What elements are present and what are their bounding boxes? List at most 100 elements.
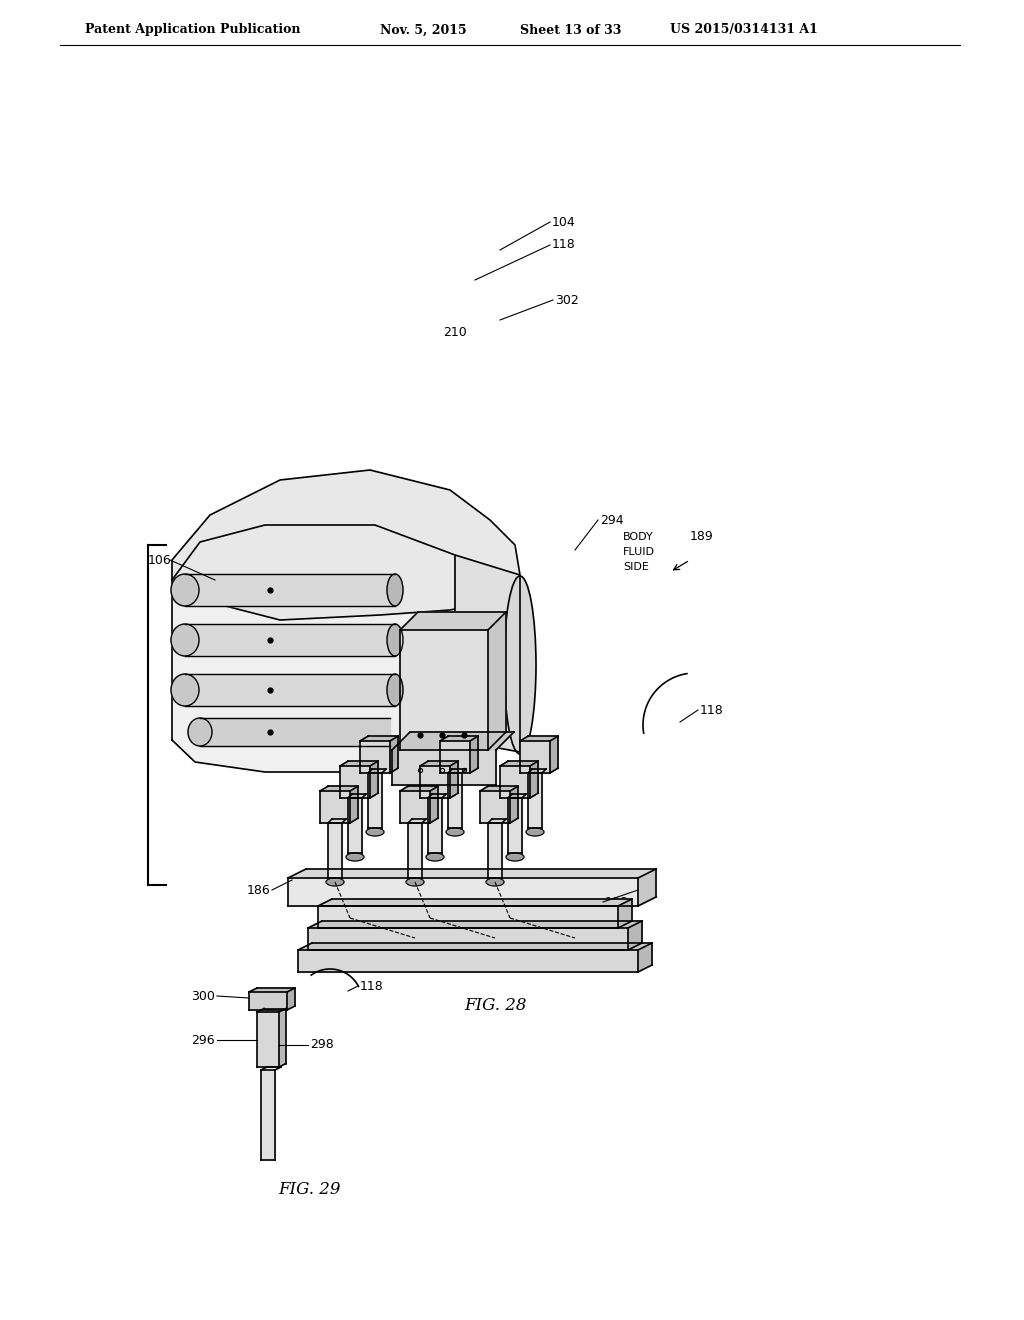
Polygon shape <box>550 737 558 774</box>
Polygon shape <box>340 762 378 766</box>
Polygon shape <box>488 818 506 822</box>
Polygon shape <box>249 987 295 993</box>
Polygon shape <box>450 762 458 799</box>
Polygon shape <box>449 770 466 774</box>
Text: Sheet 13 of 33: Sheet 13 of 33 <box>520 24 622 37</box>
Polygon shape <box>500 762 538 766</box>
Polygon shape <box>287 987 295 1010</box>
Text: FIG. 28: FIG. 28 <box>464 997 526 1014</box>
Text: 294: 294 <box>600 513 624 527</box>
Ellipse shape <box>171 675 199 706</box>
Polygon shape <box>528 774 542 828</box>
Polygon shape <box>392 733 514 750</box>
Polygon shape <box>185 624 395 656</box>
Polygon shape <box>257 1008 286 1012</box>
Polygon shape <box>440 737 478 741</box>
Polygon shape <box>318 899 632 906</box>
Polygon shape <box>318 906 618 928</box>
Polygon shape <box>508 795 526 799</box>
Polygon shape <box>279 1008 286 1067</box>
Text: 302: 302 <box>555 293 579 306</box>
Polygon shape <box>480 791 510 822</box>
Text: FLUID: FLUID <box>623 546 655 557</box>
Polygon shape <box>488 822 502 878</box>
Polygon shape <box>360 741 390 774</box>
Polygon shape <box>368 770 386 774</box>
Ellipse shape <box>486 878 504 886</box>
Polygon shape <box>319 787 358 791</box>
Text: 118: 118 <box>552 239 575 252</box>
Text: 118: 118 <box>700 704 724 717</box>
Polygon shape <box>348 799 362 853</box>
Text: 296: 296 <box>191 1034 215 1047</box>
Text: US 2015/0314131 A1: US 2015/0314131 A1 <box>670 24 818 37</box>
Text: 210: 210 <box>443 326 467 339</box>
Ellipse shape <box>171 574 199 606</box>
Polygon shape <box>510 787 518 822</box>
Polygon shape <box>350 787 358 822</box>
Ellipse shape <box>426 853 444 861</box>
Polygon shape <box>520 737 558 741</box>
Polygon shape <box>185 574 395 606</box>
Polygon shape <box>308 928 628 950</box>
Text: 106: 106 <box>148 553 172 566</box>
Ellipse shape <box>366 828 384 836</box>
Ellipse shape <box>171 624 199 656</box>
Text: 118: 118 <box>360 979 384 993</box>
Polygon shape <box>455 554 520 752</box>
Polygon shape <box>618 899 632 928</box>
Polygon shape <box>172 470 520 620</box>
Text: Nov. 5, 2015: Nov. 5, 2015 <box>380 24 467 37</box>
Text: 189: 189 <box>690 531 714 544</box>
Ellipse shape <box>387 624 403 656</box>
Polygon shape <box>368 774 382 828</box>
Ellipse shape <box>506 853 524 861</box>
Polygon shape <box>319 791 350 822</box>
Polygon shape <box>400 612 506 630</box>
Polygon shape <box>288 878 638 906</box>
Ellipse shape <box>504 576 536 754</box>
Polygon shape <box>449 774 462 828</box>
Polygon shape <box>480 787 518 791</box>
Ellipse shape <box>446 828 464 836</box>
Text: 186: 186 <box>246 883 270 896</box>
Polygon shape <box>508 799 522 853</box>
Polygon shape <box>470 737 478 774</box>
Text: 104: 104 <box>552 215 575 228</box>
Ellipse shape <box>526 828 544 836</box>
Polygon shape <box>408 822 422 878</box>
Text: 188: 188 <box>605 895 629 908</box>
Polygon shape <box>249 993 287 1010</box>
Polygon shape <box>298 950 638 972</box>
Ellipse shape <box>326 878 344 886</box>
Polygon shape <box>530 762 538 799</box>
Polygon shape <box>172 525 455 772</box>
Polygon shape <box>261 1071 275 1160</box>
Ellipse shape <box>346 853 364 861</box>
Text: BODY: BODY <box>623 532 653 543</box>
Text: 300: 300 <box>191 990 215 1002</box>
Polygon shape <box>348 795 366 799</box>
Polygon shape <box>328 818 346 822</box>
Polygon shape <box>428 799 442 853</box>
Polygon shape <box>528 770 546 774</box>
Polygon shape <box>370 762 378 799</box>
Polygon shape <box>360 737 398 741</box>
Polygon shape <box>392 750 496 785</box>
Polygon shape <box>298 942 652 950</box>
Polygon shape <box>628 921 642 950</box>
Polygon shape <box>400 630 488 750</box>
Polygon shape <box>488 612 506 750</box>
Polygon shape <box>430 787 438 822</box>
Polygon shape <box>328 822 342 878</box>
Text: 298: 298 <box>310 1039 334 1052</box>
Polygon shape <box>500 766 530 799</box>
Polygon shape <box>520 741 550 774</box>
Polygon shape <box>440 741 470 774</box>
Polygon shape <box>400 787 438 791</box>
Polygon shape <box>638 869 656 906</box>
Polygon shape <box>257 1012 279 1067</box>
Polygon shape <box>185 675 395 706</box>
Polygon shape <box>420 762 458 766</box>
Polygon shape <box>308 921 642 928</box>
